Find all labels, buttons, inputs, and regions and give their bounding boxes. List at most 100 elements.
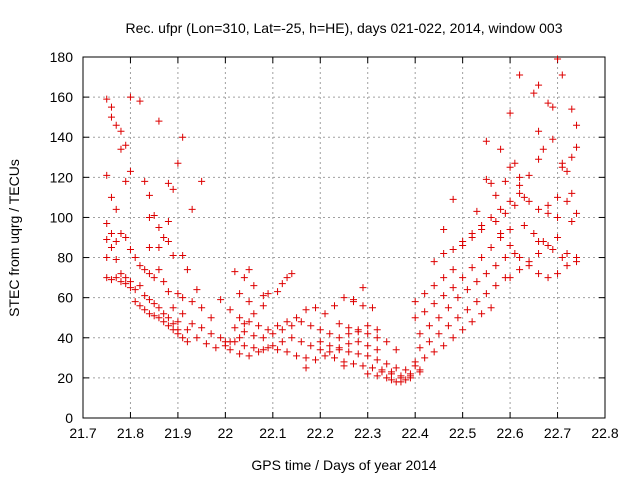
data-point [278, 280, 286, 288]
data-point [335, 320, 343, 328]
data-point [383, 374, 391, 382]
data-point [335, 334, 343, 342]
data-point [563, 262, 571, 270]
data-point [340, 362, 348, 370]
data-point [321, 352, 329, 360]
data-point [563, 167, 571, 175]
data-point [136, 302, 144, 310]
y-tick-label: 0 [65, 410, 73, 426]
data-point [440, 225, 448, 233]
data-point [535, 270, 543, 278]
data-point [387, 368, 395, 376]
data-point [473, 278, 481, 286]
data-point [473, 298, 481, 306]
data-point [297, 318, 305, 326]
y-axis-label: STEC from uqrg / TECUs [6, 159, 22, 317]
data-point [568, 153, 576, 161]
data-point [349, 296, 357, 304]
data-point [430, 258, 438, 266]
data-point [392, 346, 400, 354]
data-point [150, 211, 158, 219]
data-point [430, 300, 438, 308]
data-point [259, 334, 267, 342]
data-point [487, 179, 495, 187]
data-point [245, 266, 253, 274]
data-point [497, 205, 505, 213]
data-point [506, 274, 514, 282]
data-point [492, 191, 500, 199]
x-tick-label: 21.8 [117, 425, 144, 441]
data-point [107, 193, 115, 201]
data-point [250, 282, 258, 290]
data-point [549, 135, 557, 143]
data-point [345, 340, 353, 348]
data-point [145, 310, 153, 318]
data-point [250, 332, 258, 340]
data-point [535, 250, 543, 258]
data-point [544, 201, 552, 209]
data-point [354, 328, 362, 336]
data-point [122, 141, 130, 149]
data-point [122, 177, 130, 185]
x-tick-label: 22.8 [591, 425, 618, 441]
data-point [554, 234, 562, 241]
data-point [482, 270, 490, 278]
data-point [535, 127, 543, 135]
data-point [217, 296, 225, 304]
data-point [122, 274, 130, 282]
data-point [573, 209, 581, 217]
data-point [236, 350, 244, 358]
data-point [288, 270, 296, 278]
y-tick-label: 80 [57, 250, 73, 266]
data-point [293, 352, 301, 360]
data-point [478, 225, 486, 233]
data-point [473, 207, 481, 215]
data-point [459, 274, 467, 282]
data-point [397, 372, 405, 380]
data-point [411, 358, 419, 366]
data-point [150, 274, 158, 282]
x-tick-label: 21.9 [164, 425, 191, 441]
data-point [383, 338, 391, 346]
data-point [198, 304, 206, 312]
data-point [164, 322, 172, 330]
data-point [373, 334, 381, 342]
data-point [117, 270, 125, 278]
data-point [198, 177, 206, 185]
data-point [274, 322, 282, 330]
data-point [145, 296, 153, 304]
data-point [506, 163, 514, 171]
data-point [416, 330, 424, 338]
data-point [188, 320, 196, 328]
y-tick-label: 60 [57, 290, 73, 306]
data-point [331, 354, 339, 362]
data-point [126, 278, 134, 286]
data-point [449, 195, 457, 203]
data-point [122, 234, 130, 241]
data-point [568, 189, 576, 197]
data-point [435, 314, 443, 322]
data-point [373, 372, 381, 380]
data-point [312, 356, 320, 364]
data-point [155, 223, 163, 231]
data-point [145, 191, 153, 199]
data-point [169, 326, 177, 334]
data-point [387, 376, 395, 384]
data-point [217, 334, 225, 342]
data-point [312, 304, 320, 312]
data-point [297, 338, 305, 346]
data-point [326, 342, 334, 350]
data-point [141, 292, 149, 300]
data-point [421, 354, 429, 362]
data-point [141, 306, 149, 314]
data-point [321, 310, 329, 318]
data-point [506, 197, 514, 205]
data-point [188, 298, 196, 306]
data-point [126, 93, 134, 101]
data-point [530, 229, 538, 237]
data-point [425, 322, 433, 330]
data-points [103, 55, 581, 386]
data-point [520, 221, 528, 229]
y-tick-label: 40 [57, 330, 73, 346]
data-point [283, 318, 291, 326]
